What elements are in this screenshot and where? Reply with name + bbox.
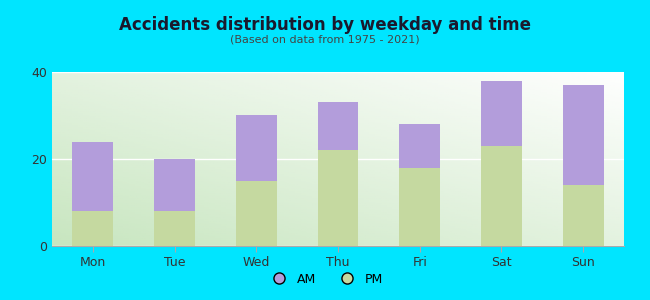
Bar: [318, 150, 358, 246]
Bar: [236, 116, 277, 181]
Text: (Based on data from 1975 - 2021): (Based on data from 1975 - 2021): [230, 34, 420, 44]
Bar: [318, 102, 358, 150]
Bar: [563, 85, 604, 185]
Bar: [481, 81, 522, 146]
Bar: [563, 185, 604, 246]
Bar: [72, 142, 113, 211]
Bar: [236, 181, 277, 246]
Legend: AM, PM: AM, PM: [262, 268, 388, 291]
Bar: [72, 211, 113, 246]
Bar: [399, 124, 440, 168]
Bar: [154, 211, 195, 246]
Text: Accidents distribution by weekday and time: Accidents distribution by weekday and ti…: [119, 16, 531, 34]
Bar: [481, 146, 522, 246]
Bar: [154, 159, 195, 211]
Bar: [399, 168, 440, 246]
